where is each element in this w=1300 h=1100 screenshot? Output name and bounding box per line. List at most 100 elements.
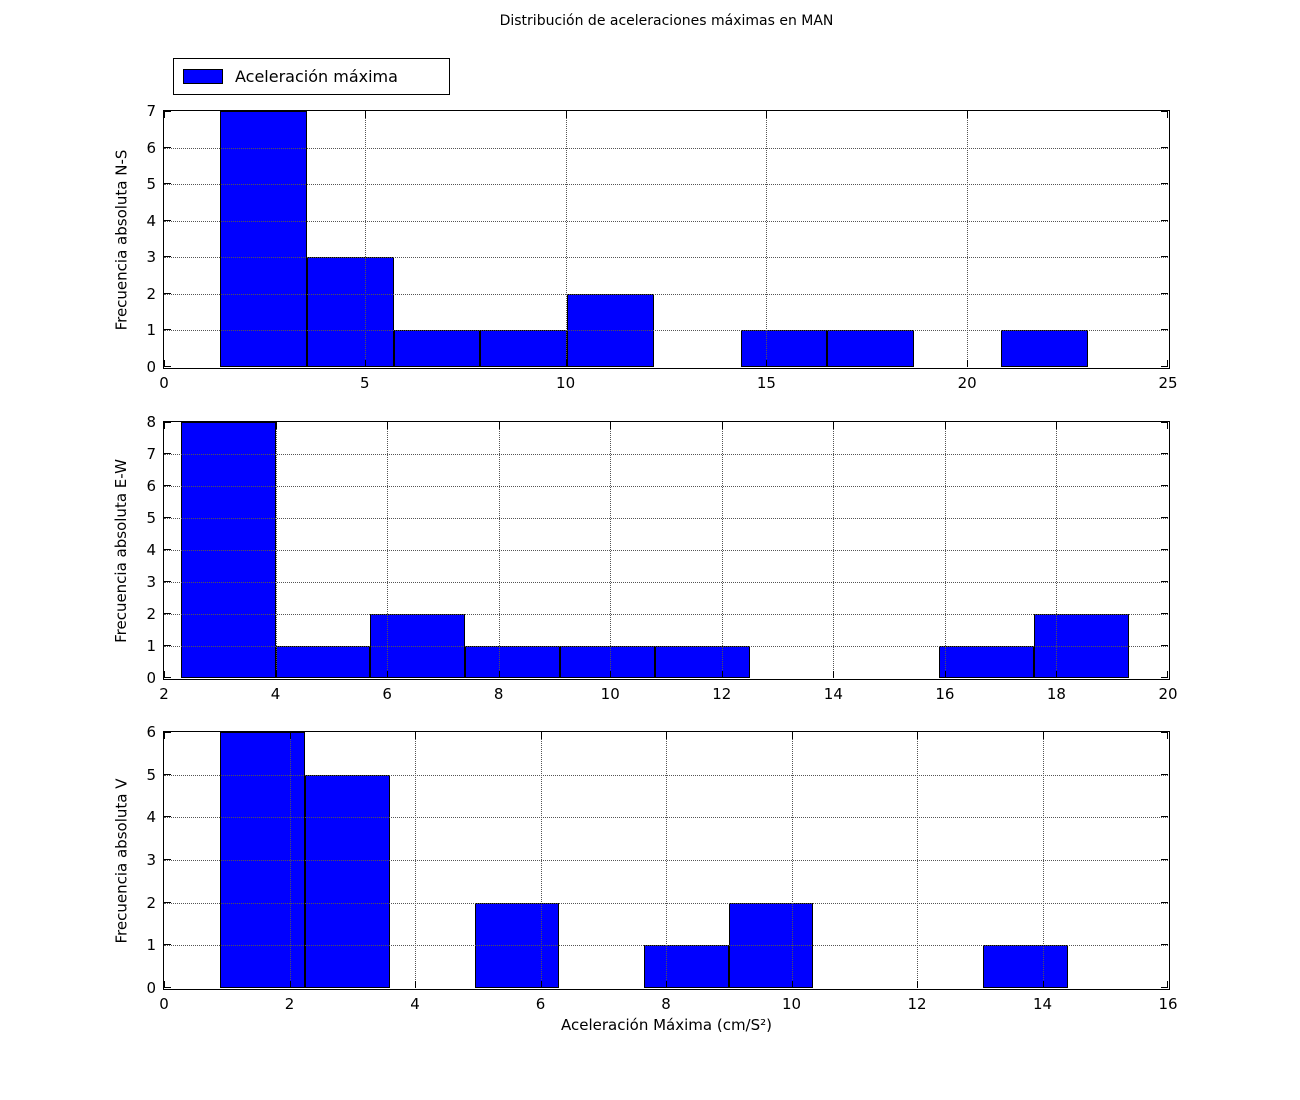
histogram-bar [644,945,729,988]
tick-mark [791,981,793,988]
tick-mark [1161,219,1168,221]
y-tick-label: 3 [146,248,156,267]
gridline [364,111,366,367]
gridline [164,817,1168,819]
legend-swatch-icon [183,69,223,84]
x-tick-label: 16 [1158,995,1178,1013]
tick-mark [791,732,793,739]
gridline [164,330,1168,332]
tick-mark [666,981,667,988]
histogram-bar [480,330,568,367]
tick-mark [164,944,171,946]
y-tick-label: 4 [146,211,156,230]
x-tick-label: 10 [556,374,576,392]
tick-mark [1161,732,1168,733]
tick-mark [1161,987,1168,988]
x-tick-label: 14 [823,685,843,703]
tick-mark [610,671,612,678]
tick-mark [1161,256,1168,258]
x-tick-label: 25 [1158,374,1178,392]
tick-mark [967,360,969,367]
y-tick-label: 1 [146,637,156,655]
tick-mark [275,422,277,429]
x-tick-label: 10 [600,685,620,703]
tick-mark [1167,422,1168,429]
tick-mark [1167,732,1168,739]
axes-ew: 2 4 6 8 10 12 14 16 18 20 0 1 2 3 4 5 6 7 8 [146,413,1177,703]
histogram-bar [982,945,1068,988]
y-tick-label: 3 [146,573,156,591]
tick-mark [833,671,835,678]
axes-v: 0 2 4 6 8 10 12 14 16 0 1 2 3 4 5 6 [146,723,1177,1013]
tick-mark [164,422,165,429]
x-tick-label: 6 [535,995,546,1013]
tick-mark [364,360,366,367]
tick-mark [164,146,171,148]
y-tick-label: 8 [146,413,156,431]
tick-mark [289,981,291,988]
x-axis-label: Aceleración Máxima (cm/S²) [561,1016,772,1034]
tick-mark [833,422,835,429]
y-axis-label-ns-text: Frecuencia absoluta N-S [112,149,130,330]
tick-mark [164,859,171,860]
chart-title: Distribución de aceleraciones máximas en… [499,13,834,29]
tick-mark [565,111,567,118]
x-tick-label: 2 [284,995,295,1013]
tick-mark [164,517,171,518]
x-tick-label: 5 [360,374,370,392]
x-tick-label: 8 [493,685,504,703]
tick-mark [917,981,918,988]
gridline [164,646,1168,647]
gridline [164,860,1168,861]
y-tick-label: 0 [146,979,156,997]
tick-mark [1161,677,1168,678]
y-tick-label: 2 [146,605,156,623]
tick-mark [164,183,171,185]
tick-mark [967,111,969,118]
y-tick-label: 6 [146,477,156,495]
tick-mark [721,671,723,678]
histogram-bar [465,646,560,678]
tick-mark [1161,645,1168,646]
y-axis-label-ew: Frecuencia absoluta E-W [104,421,138,680]
y-tick-label: 5 [146,509,156,527]
histogram-bar [654,646,750,678]
gridline [164,184,1168,186]
tick-mark [164,981,165,988]
tick-mark [164,485,171,486]
tick-mark [1161,613,1168,614]
tick-mark [387,671,389,678]
tick-mark [164,453,171,454]
tick-mark [666,732,667,739]
y-tick-label: 1 [146,321,156,340]
y-tick-label: 4 [146,808,156,827]
tick-mark [1056,422,1058,429]
y-tick-label: 5 [146,175,156,194]
x-tick-label: 12 [712,685,732,703]
tick-mark [1161,581,1168,582]
tick-mark [275,671,277,678]
histogram-bar [393,330,481,367]
x-tick-label: 12 [907,995,927,1013]
tick-mark [1161,901,1168,903]
x-tick-label: 20 [1158,685,1178,703]
tick-mark [164,987,171,988]
tick-mark [1161,366,1168,367]
gridline [565,111,567,367]
tick-mark [164,366,171,367]
axes-ns: 0 5 10 15 20 25 0 1 2 3 4 5 6 7 [146,102,1177,392]
tick-mark [164,422,171,423]
tick-mark [944,671,946,678]
tick-mark [1161,146,1168,148]
tick-mark [1161,183,1168,185]
tick-mark [498,671,500,678]
histogram-bar [560,646,655,678]
y-tick-label: 6 [146,138,156,157]
tick-mark [415,732,416,739]
histogram-bar [275,646,371,678]
tick-mark [610,422,612,429]
x-tick-label: 15 [756,374,776,392]
tick-mark [364,111,366,118]
y-tick-label: 2 [146,284,156,303]
tick-mark [1042,981,1044,988]
